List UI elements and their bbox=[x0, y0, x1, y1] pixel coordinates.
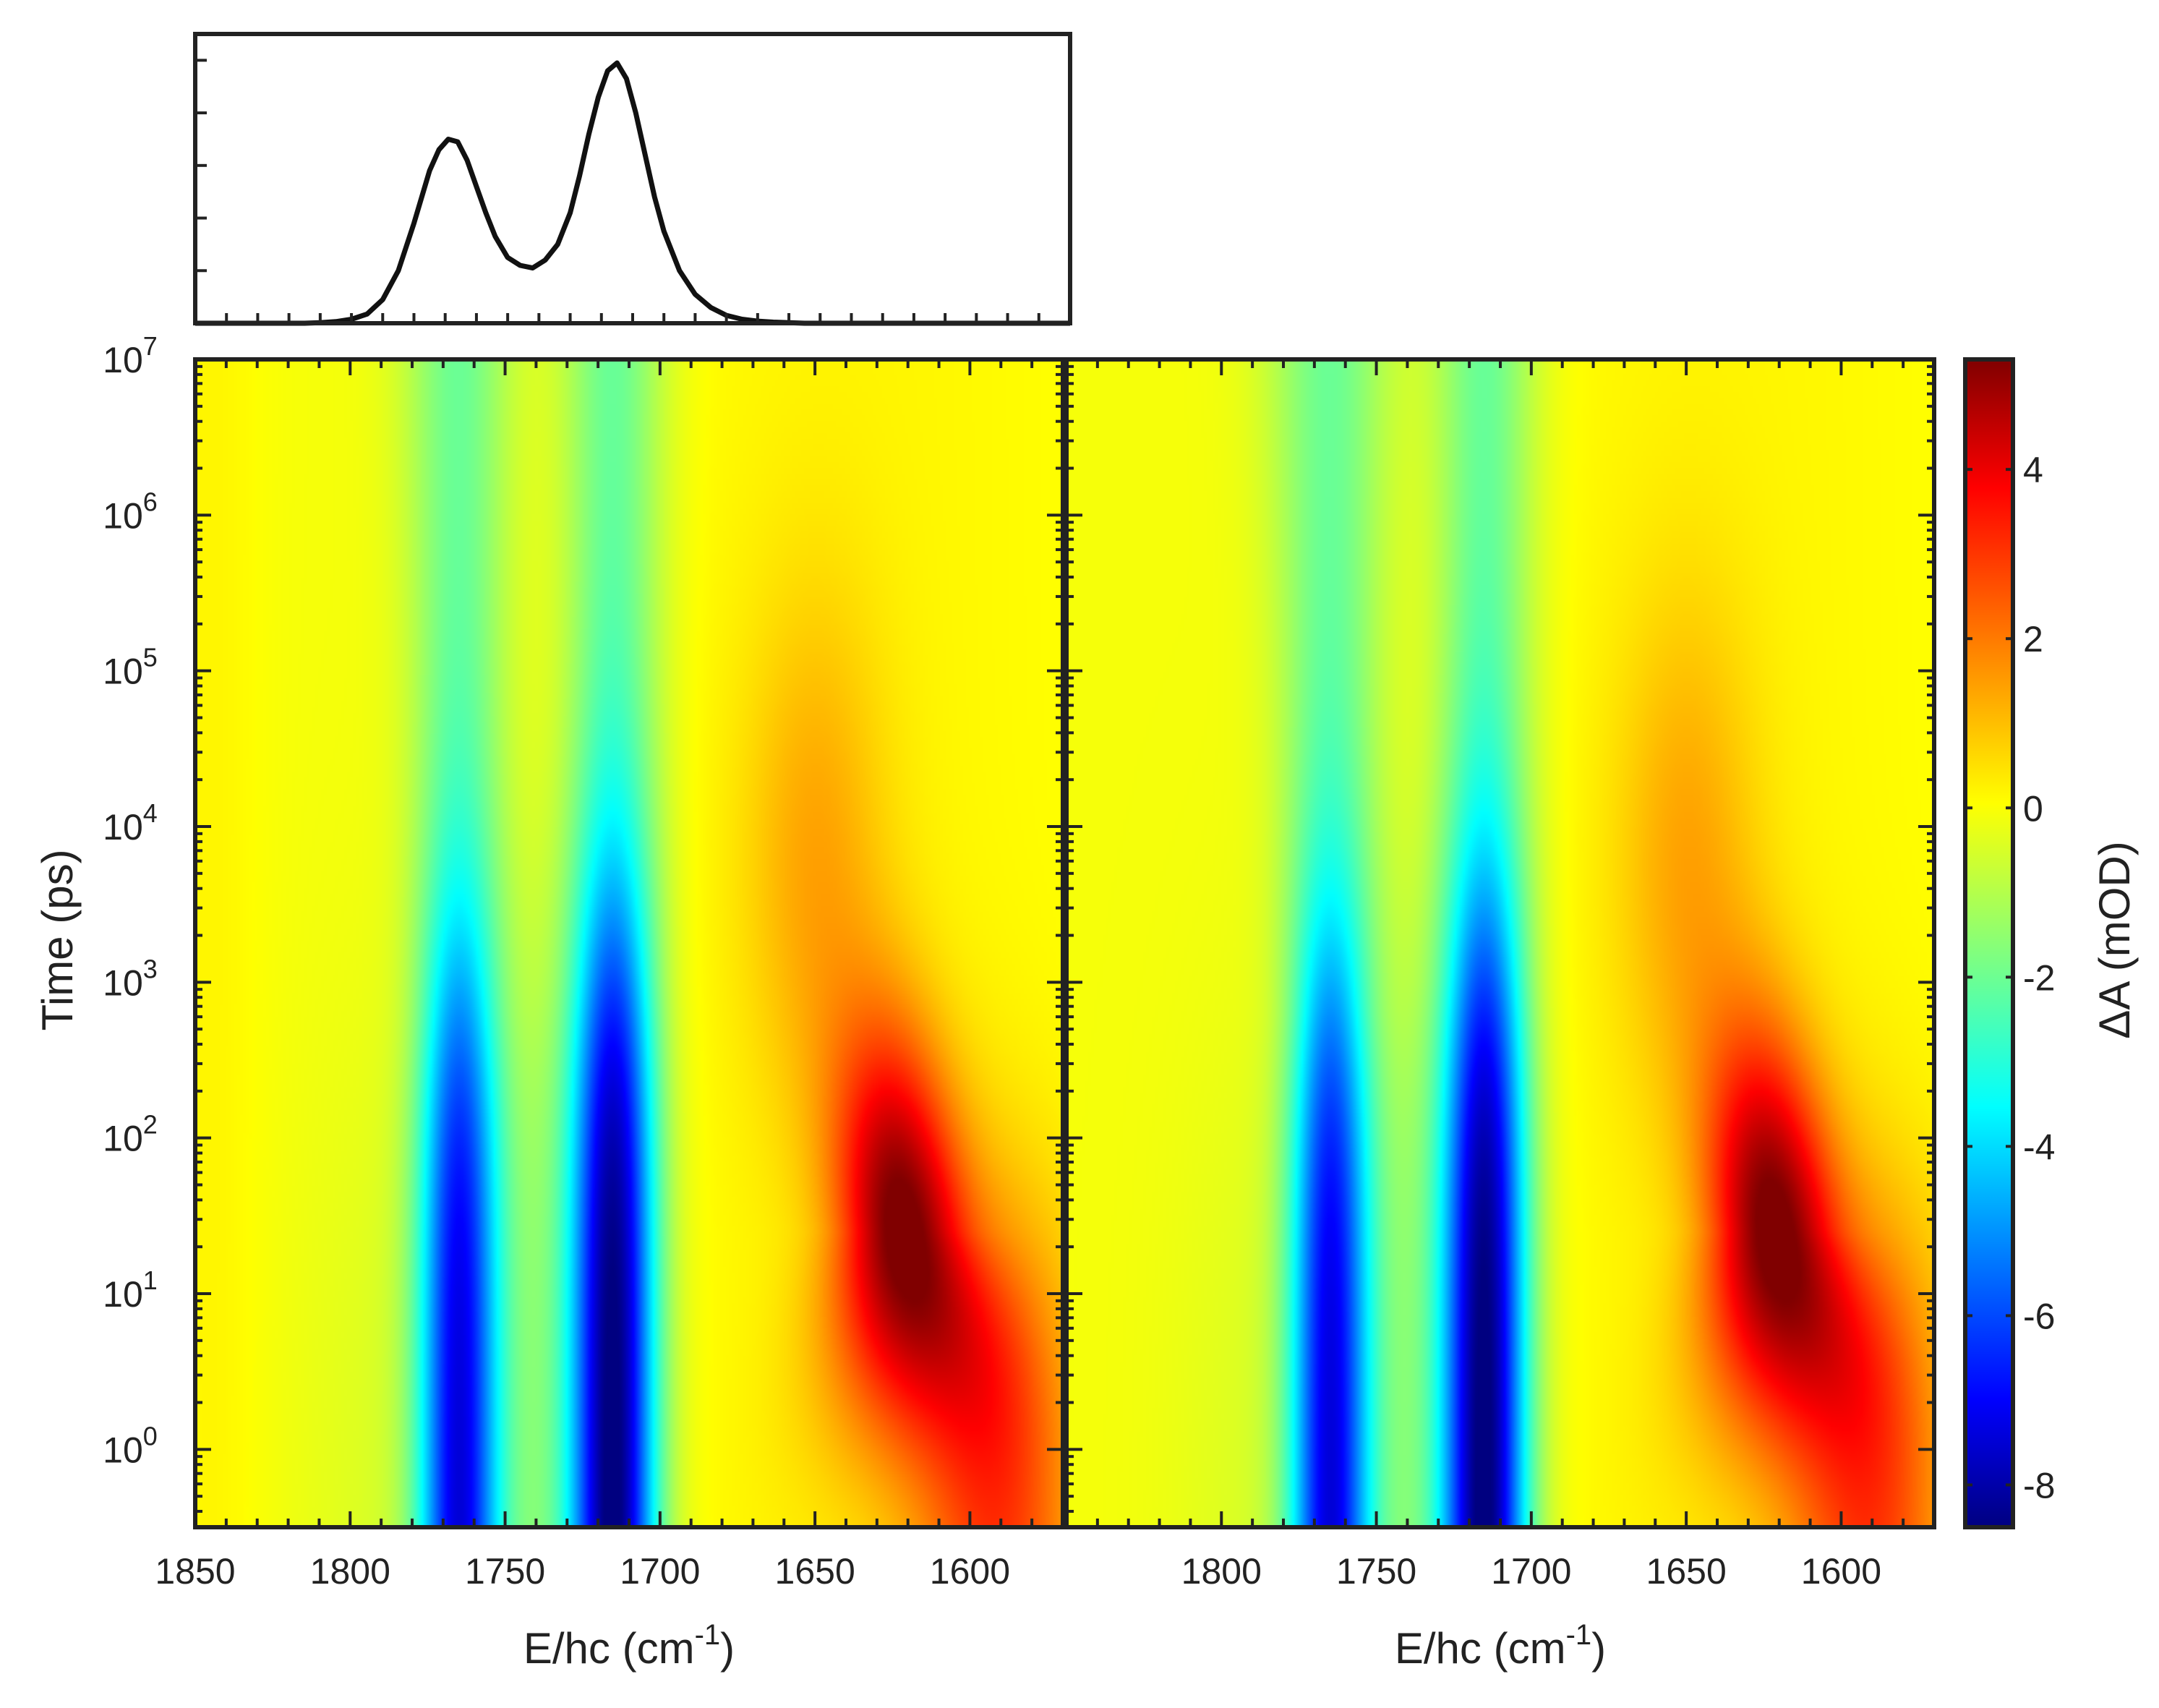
right-heatmap-ticks: 1800 1750 1700 1650 1600 bbox=[1065, 358, 1936, 1592]
x-tick-label: 1800 bbox=[310, 1551, 390, 1592]
x-tick-label: 1700 bbox=[620, 1551, 700, 1592]
y-axis-label: Time (ps) bbox=[33, 849, 82, 1030]
y-tick-label: 107 bbox=[103, 331, 158, 380]
spectrum-ticks bbox=[194, 59, 1072, 323]
x-tick-label: 1750 bbox=[1336, 1551, 1416, 1592]
y-tick-label: 106 bbox=[103, 487, 158, 536]
y-tick-base: 10 bbox=[103, 807, 143, 847]
y-tick-exponent: 7 bbox=[143, 331, 158, 361]
y-tick-exponent: 0 bbox=[143, 1421, 158, 1451]
x-tick-label: 1600 bbox=[1801, 1551, 1881, 1592]
x-axis-label-left-sup: -1 bbox=[695, 1619, 721, 1651]
y-tick-base: 10 bbox=[103, 340, 143, 380]
x-axis-label-right: E/hc (cm-1) bbox=[1395, 1619, 1606, 1673]
x-axis-label-right-close: ) bbox=[1591, 1624, 1606, 1673]
colorbar-tick-label: -6 bbox=[2023, 1296, 2055, 1336]
x-tick-label: 1650 bbox=[1646, 1551, 1727, 1592]
colorbar-frame bbox=[1963, 357, 2015, 1529]
left-heatmap-area bbox=[195, 359, 1063, 1527]
spectrum-plot-background bbox=[195, 34, 1070, 323]
x-tick-label: 1800 bbox=[1181, 1551, 1262, 1592]
y-tick-label: 104 bbox=[103, 798, 158, 847]
left-heatmap-panel: 1850 1800 1750 1700 1650 16001001011021031041… bbox=[103, 331, 1065, 1592]
y-tick-base: 10 bbox=[103, 1274, 143, 1315]
colorbar-tick-label: -4 bbox=[2023, 1127, 2055, 1167]
right-heatmap-image bbox=[1066, 359, 1934, 1527]
y-tick-exponent: 5 bbox=[143, 643, 158, 672]
x-tick-label: 1700 bbox=[1491, 1551, 1571, 1592]
left-heatmap-ticks: 1850 1800 1750 1700 1650 16001001011021031041… bbox=[103, 331, 1064, 1592]
y-tick-base: 10 bbox=[103, 652, 143, 692]
y-tick-label: 102 bbox=[103, 1110, 158, 1159]
left-heatmap-image bbox=[195, 359, 1063, 1527]
right-heatmap-panel: 1800 1750 1700 1650 1600 bbox=[1064, 357, 1936, 1592]
y-tick-exponent: 4 bbox=[143, 798, 158, 828]
y-tick-exponent: 1 bbox=[143, 1265, 158, 1295]
x-tick-label: 1850 bbox=[155, 1551, 235, 1592]
x-axis-label-left-close: ) bbox=[720, 1624, 735, 1673]
y-tick-label: 101 bbox=[103, 1265, 158, 1315]
y-tick-base: 10 bbox=[103, 495, 143, 536]
colorbar-ticks: 4 2 0 -2 -4 -6 -8 bbox=[1965, 450, 2055, 1506]
colorbar-tick-label: 0 bbox=[2023, 788, 2043, 829]
x-axis-label-left-text: E/hc (cm bbox=[523, 1624, 695, 1673]
colorbar-tick-label: -2 bbox=[2023, 957, 2055, 998]
y-tick-exponent: 3 bbox=[143, 954, 158, 983]
right-heatmap-area bbox=[1066, 359, 1934, 1527]
y-tick-exponent: 2 bbox=[143, 1110, 158, 1140]
x-axis-label-left: E/hc (cm-1) bbox=[523, 1619, 735, 1673]
x-tick-label: 1750 bbox=[465, 1551, 545, 1592]
y-axis-label-group: Time (ps) bbox=[33, 849, 82, 1030]
colorbar-label: ΔA (mOD) bbox=[2090, 841, 2139, 1038]
absorbance-spectrum-panel bbox=[193, 32, 1072, 326]
colorbar-tick-label: -8 bbox=[2023, 1465, 2055, 1506]
y-tick-label: 105 bbox=[103, 643, 158, 692]
y-tick-base: 10 bbox=[103, 1119, 143, 1159]
x-axis-label-right-text: E/hc (cm bbox=[1395, 1624, 1566, 1673]
x-axis-label-right-sup: -1 bbox=[1566, 1619, 1592, 1651]
x-tick-label: 1650 bbox=[775, 1551, 855, 1592]
colorbar-tick-label: 2 bbox=[2023, 619, 2043, 659]
y-tick-label: 100 bbox=[103, 1421, 158, 1470]
y-tick-exponent: 6 bbox=[143, 487, 158, 516]
y-tick-base: 10 bbox=[103, 962, 143, 1003]
y-tick-label: 103 bbox=[103, 954, 158, 1003]
colorbar-gradient bbox=[1965, 359, 2013, 1527]
x-tick-label: 1600 bbox=[930, 1551, 1010, 1592]
colorbar: 4 2 0 -2 -4 -6 -8 ΔA (mOD) bbox=[1963, 357, 2139, 1529]
y-tick-base: 10 bbox=[103, 1430, 143, 1470]
colorbar-tick-label: 4 bbox=[2023, 450, 2043, 490]
